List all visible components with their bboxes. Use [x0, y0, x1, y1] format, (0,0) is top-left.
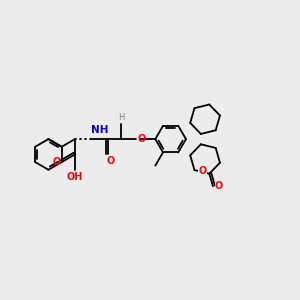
Text: O: O [198, 166, 206, 176]
Text: O: O [215, 181, 223, 191]
Text: NH: NH [91, 125, 108, 135]
Text: O: O [52, 157, 61, 167]
Text: O: O [107, 157, 115, 166]
Text: OH: OH [67, 172, 83, 182]
Text: H: H [118, 113, 124, 122]
Text: O: O [137, 134, 146, 143]
